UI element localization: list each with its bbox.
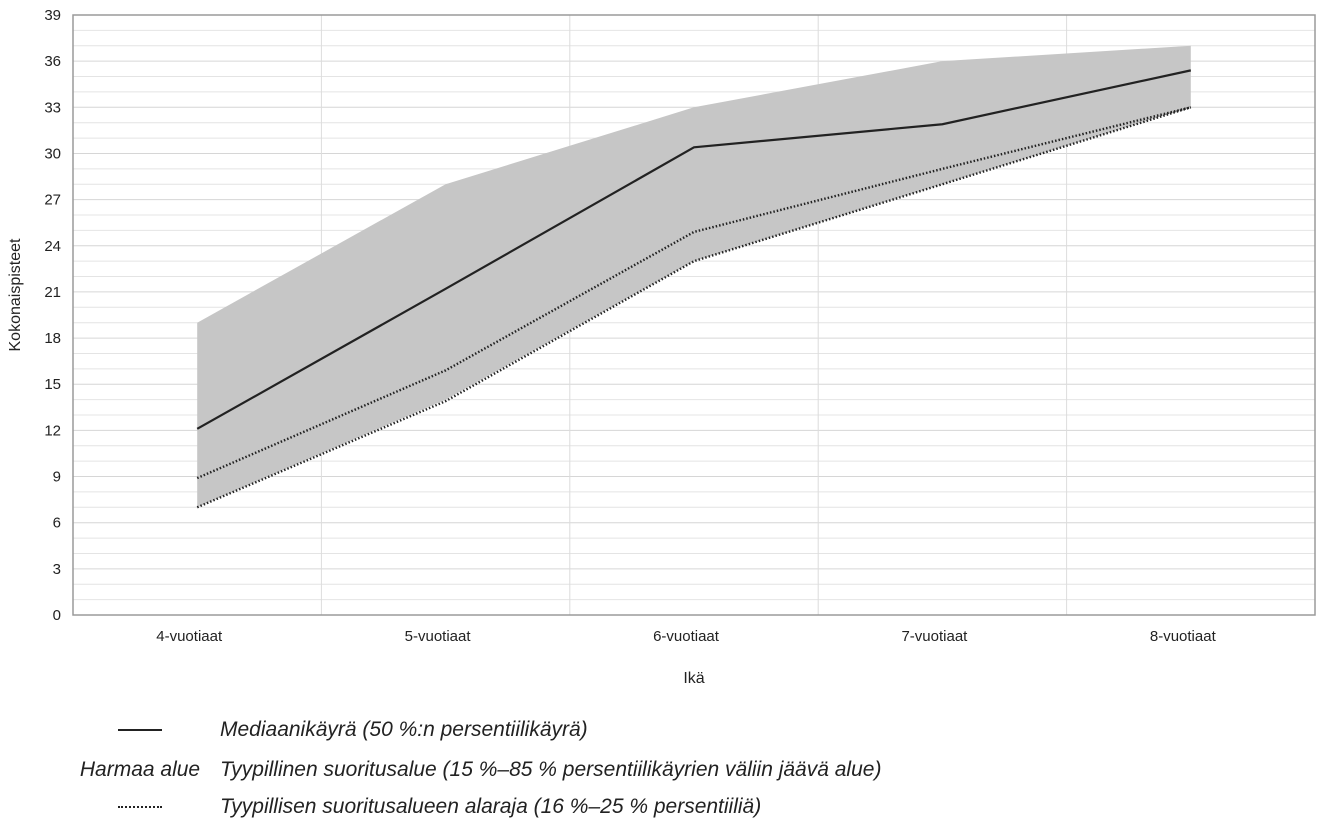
- y-tick-label: 9: [53, 469, 61, 486]
- dotted-line-icon: [118, 806, 162, 808]
- y-tick-label: 36: [44, 53, 61, 70]
- series-line-1: [196, 106, 1192, 480]
- y-tick-label: 3: [53, 561, 61, 578]
- series-lines: [196, 69, 1192, 509]
- legend-text-band: Tyypillinen suoritusalue (15 %–85 % pers…: [220, 758, 882, 781]
- x-tick-label: 8-vuotiaat: [1150, 628, 1217, 645]
- y-tick-label: 6: [53, 515, 61, 532]
- legend-key-lower: [70, 791, 210, 823]
- legend-text-lower: Tyypillisen suoritusalueen alaraja (16 %…: [220, 795, 762, 818]
- y-tick-label: 0: [53, 607, 61, 624]
- x-tick-label: 6-vuotiaat: [653, 628, 720, 645]
- plot-frame: [72, 14, 1316, 616]
- x-tick-label: 4-vuotiaat: [156, 628, 223, 645]
- y-tick-label: 27: [44, 192, 61, 209]
- legend-key-median: [70, 714, 210, 746]
- legend: Mediaanikäyrä (50 %:n persentiilikäyrä) …: [0, 700, 1324, 830]
- legend-key-band-text: Harmaa alue: [79, 758, 201, 781]
- typical-range-band: [197, 45, 1191, 508]
- series-line-0: [196, 69, 1192, 430]
- y-tick-label: 30: [44, 145, 61, 162]
- y-tick-label: 21: [44, 284, 61, 301]
- y-tick-label: 15: [44, 376, 61, 393]
- legend-key-band: Harmaa alue: [70, 754, 210, 786]
- x-tick-label: 5-vuotiaat: [405, 628, 472, 645]
- x-axis-label: Ikä: [683, 670, 704, 687]
- y-tick-label: 33: [44, 99, 61, 116]
- y-tick-label: 12: [44, 422, 61, 439]
- x-tick-labels: 4-vuotiaat 5-vuotiaat 6-vuotiaat 7-vuotiaat…: [156, 628, 1216, 645]
- legend-text-median: Mediaanikäyrä (50 %:n persentiilikäyrä): [220, 718, 588, 741]
- y-tick-label: 39: [44, 7, 61, 24]
- solid-line-icon: [118, 729, 162, 731]
- y-tick-label: 24: [44, 238, 61, 255]
- y-tick-label: 18: [44, 330, 61, 347]
- y-axis-label: Kokonaispisteet: [7, 238, 24, 352]
- x-tick-label: 7-vuotiaat: [901, 628, 968, 645]
- band-area: [197, 45, 1191, 508]
